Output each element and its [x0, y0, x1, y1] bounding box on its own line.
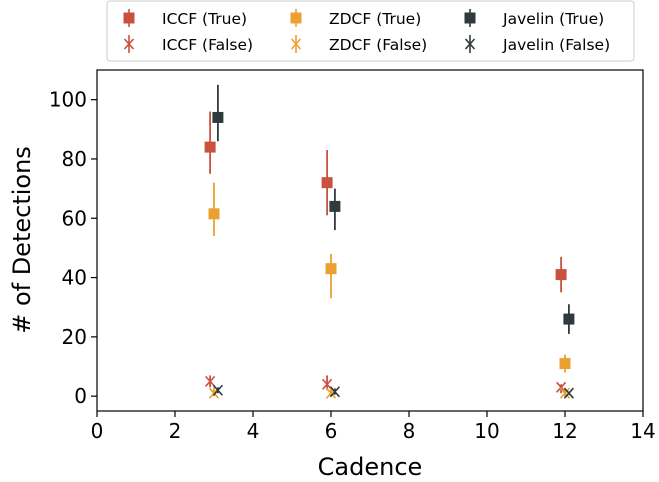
data-point — [329, 200, 341, 212]
x-tick-label: 4 — [247, 419, 260, 443]
x-tick-label: 10 — [474, 419, 499, 443]
legend-label: Javelin (False) — [502, 36, 610, 54]
data-point — [325, 263, 337, 275]
data-point — [205, 375, 216, 387]
y-axis-title: # of Detections — [8, 146, 36, 334]
tick-group: 0 2 4 6 8 10 12 14 0 20 40 60 80 100 — [49, 88, 656, 443]
series-1 — [205, 375, 567, 394]
x-tick-label: 12 — [552, 419, 577, 443]
data-point — [559, 387, 571, 399]
legend-item: ICCF (True) — [123, 9, 247, 28]
marks-group — [204, 84, 575, 399]
legend-label: ICCF (True) — [162, 10, 247, 28]
legend-label: Javelin (True) — [502, 10, 604, 28]
series-2 — [208, 182, 571, 373]
series-4 — [212, 84, 575, 334]
legend-marker — [123, 12, 135, 24]
x-tick-label: 14 — [630, 419, 655, 443]
legend-item: Javelin (True) — [464, 9, 604, 28]
data-point — [212, 384, 223, 396]
data-point — [555, 269, 567, 281]
data-point — [563, 313, 575, 325]
legend-marker — [464, 38, 476, 50]
legend-label: ZDCF (False) — [329, 36, 427, 54]
series-3 — [208, 387, 571, 399]
data-point — [321, 177, 333, 189]
legend-item: ICCF (False) — [123, 35, 253, 54]
legend-item: ZDCF (True) — [290, 9, 421, 28]
x-axis-title: Cadence — [318, 453, 423, 481]
y-tick-label: 60 — [62, 206, 87, 230]
plot-area — [96, 69, 644, 412]
legend: ICCF (True) ICCF (False) ZDCF (True) ZDCF (… — [106, 0, 635, 62]
data-point — [212, 111, 224, 123]
x-tick-label: 6 — [325, 419, 338, 443]
series-0 — [204, 111, 567, 293]
data-point — [559, 358, 571, 370]
y-tick-label: 0 — [74, 384, 87, 408]
x-tick-label: 0 — [91, 419, 104, 443]
legend-marker — [290, 12, 302, 24]
y-tick-label: 80 — [62, 147, 87, 171]
legend-label: ICCF (False) — [162, 36, 253, 54]
data-point — [208, 208, 220, 220]
y-tick-label: 20 — [62, 325, 87, 349]
y-tick-label: 40 — [62, 266, 87, 290]
legend-marker — [123, 38, 135, 50]
legend-marker — [464, 12, 476, 24]
legend-item: Javelin (False) — [464, 35, 610, 54]
data-point — [563, 387, 574, 399]
legend-marker — [290, 38, 302, 50]
x-tick-label: 2 — [169, 419, 182, 443]
y-tick-label: 100 — [49, 88, 87, 112]
legend-item: ZDCF (False) — [290, 35, 427, 54]
data-point — [204, 141, 216, 153]
legend-label: ZDCF (True) — [329, 10, 421, 28]
x-tick-label: 8 — [403, 419, 416, 443]
data-point — [329, 386, 340, 398]
series-5 — [212, 384, 574, 399]
legend-frame — [106, 0, 635, 62]
